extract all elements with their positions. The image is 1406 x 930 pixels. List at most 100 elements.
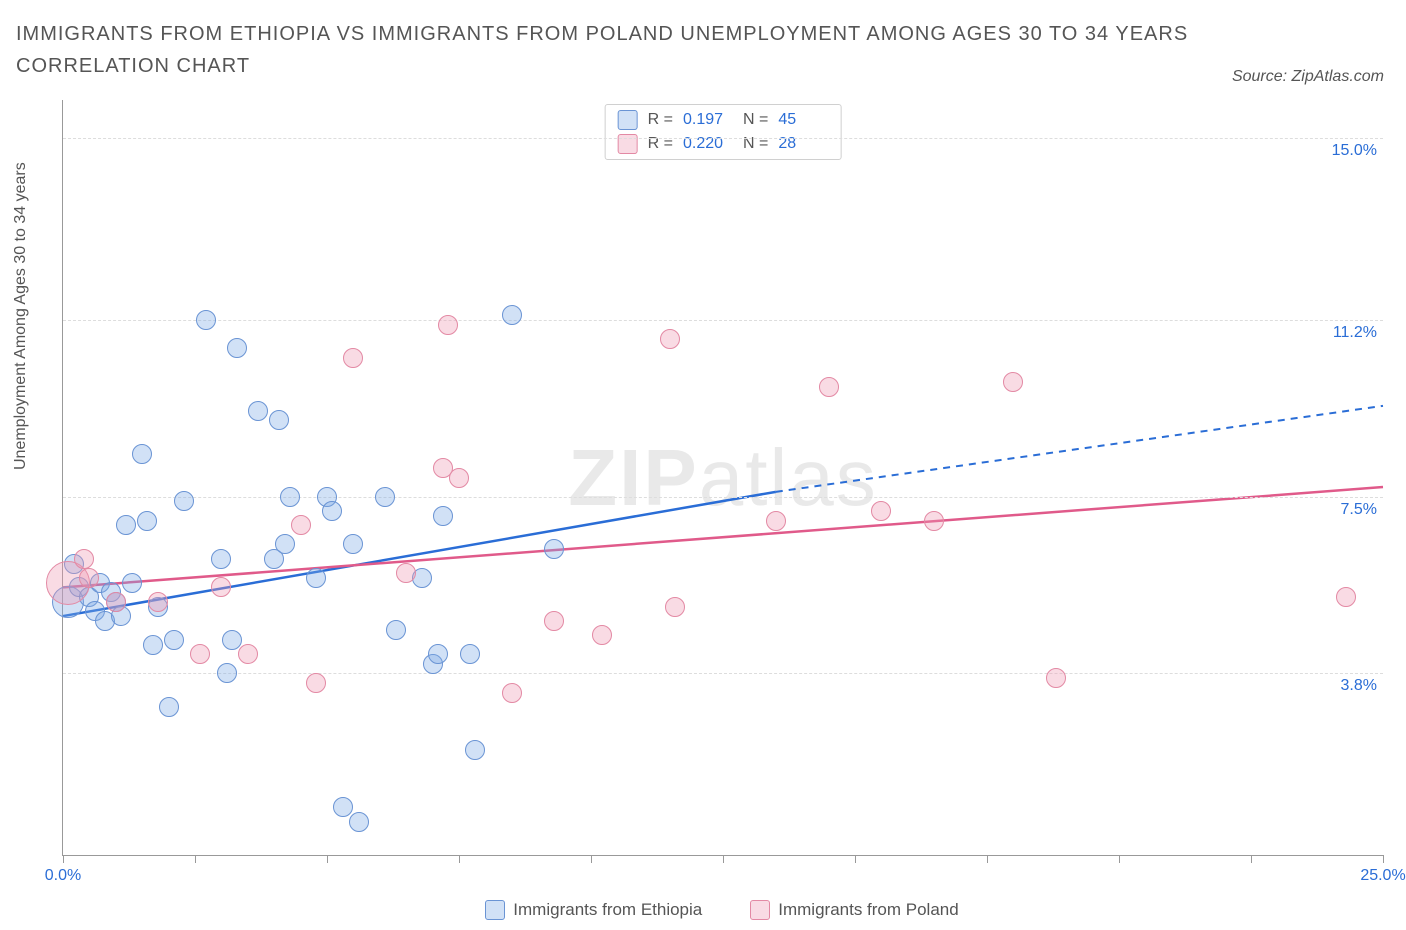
y-tick-label: 7.5% bbox=[1341, 501, 1377, 519]
chart-container: IMMIGRANTS FROM ETHIOPIA VS IMMIGRANTS F… bbox=[0, 0, 1406, 930]
source-attribution: Source: ZipAtlas.com bbox=[1232, 68, 1384, 86]
dot-poland bbox=[449, 468, 469, 488]
legend-item-poland: Immigrants from Poland bbox=[750, 900, 958, 920]
dot-ethiopia bbox=[433, 506, 453, 526]
dot-ethiopia bbox=[164, 630, 184, 650]
x-tick bbox=[723, 855, 724, 863]
y-tick-label: 15.0% bbox=[1332, 142, 1377, 160]
dot-ethiopia bbox=[122, 573, 142, 593]
dot-ethiopia bbox=[196, 310, 216, 330]
dot-poland bbox=[343, 348, 363, 368]
dot-poland bbox=[1336, 587, 1356, 607]
dot-ethiopia bbox=[116, 515, 136, 535]
watermark-light: atlas bbox=[699, 433, 878, 522]
dot-ethiopia bbox=[280, 487, 300, 507]
dot-poland bbox=[592, 625, 612, 645]
stats-row-ethiopia: R = 0.197 N = 45 bbox=[618, 110, 829, 130]
dot-ethiopia bbox=[143, 635, 163, 655]
n-value-ethiopia: 45 bbox=[778, 111, 828, 129]
legend-item-ethiopia: Immigrants from Ethiopia bbox=[485, 900, 702, 920]
dot-ethiopia bbox=[428, 644, 448, 664]
dot-ethiopia bbox=[386, 620, 406, 640]
dot-poland bbox=[306, 673, 326, 693]
dot-ethiopia bbox=[502, 305, 522, 325]
dot-poland bbox=[544, 611, 564, 631]
gridline-h bbox=[63, 320, 1383, 321]
dot-ethiopia bbox=[217, 663, 237, 683]
trend-lines-layer bbox=[63, 100, 1383, 855]
dot-poland bbox=[74, 549, 94, 569]
x-tick-label: 25.0% bbox=[1360, 867, 1405, 885]
dot-poland bbox=[924, 511, 944, 531]
dot-poland bbox=[502, 683, 522, 703]
dot-ethiopia bbox=[460, 644, 480, 664]
dot-poland bbox=[660, 329, 680, 349]
chart-title: IMMIGRANTS FROM ETHIOPIA VS IMMIGRANTS F… bbox=[16, 18, 1206, 82]
y-tick-label: 11.2% bbox=[1333, 324, 1377, 342]
swatch-ethiopia bbox=[618, 110, 638, 130]
dot-ethiopia bbox=[137, 511, 157, 531]
dot-poland bbox=[819, 377, 839, 397]
dot-ethiopia bbox=[132, 444, 152, 464]
dot-ethiopia bbox=[343, 534, 363, 554]
x-tick bbox=[63, 855, 64, 863]
dot-ethiopia bbox=[375, 487, 395, 507]
dot-ethiopia bbox=[174, 491, 194, 511]
n-label: N = bbox=[743, 111, 768, 129]
dot-poland bbox=[148, 592, 168, 612]
x-tick bbox=[1383, 855, 1384, 863]
dot-ethiopia bbox=[211, 549, 231, 569]
dot-poland bbox=[79, 568, 99, 588]
legend-label-poland: Immigrants from Poland bbox=[778, 900, 958, 920]
swatch-poland bbox=[750, 900, 770, 920]
x-tick bbox=[1251, 855, 1252, 863]
legend-label-ethiopia: Immigrants from Ethiopia bbox=[513, 900, 702, 920]
dot-poland bbox=[665, 597, 685, 617]
gridline-h bbox=[63, 673, 1383, 674]
dot-ethiopia bbox=[269, 410, 289, 430]
dot-poland bbox=[438, 315, 458, 335]
dot-ethiopia bbox=[465, 740, 485, 760]
dot-poland bbox=[396, 563, 416, 583]
dot-ethiopia bbox=[222, 630, 242, 650]
dot-poland bbox=[106, 592, 126, 612]
x-tick bbox=[327, 855, 328, 863]
dot-poland bbox=[766, 511, 786, 531]
swatch-poland bbox=[618, 134, 638, 154]
dot-poland bbox=[871, 501, 891, 521]
dot-ethiopia bbox=[248, 401, 268, 421]
gridline-h bbox=[63, 497, 1383, 498]
x-tick bbox=[195, 855, 196, 863]
x-tick bbox=[459, 855, 460, 863]
stats-row-poland: R = 0.220 N = 28 bbox=[618, 134, 829, 154]
dot-ethiopia bbox=[544, 539, 564, 559]
x-tick bbox=[1119, 855, 1120, 863]
swatch-ethiopia bbox=[485, 900, 505, 920]
r-value-ethiopia: 0.197 bbox=[683, 111, 733, 129]
trend-line bbox=[776, 406, 1383, 492]
legend: Immigrants from Ethiopia Immigrants from… bbox=[62, 900, 1382, 920]
dot-ethiopia bbox=[349, 812, 369, 832]
dot-poland bbox=[291, 515, 311, 535]
dot-ethiopia bbox=[306, 568, 326, 588]
correlation-stats-box: R = 0.197 N = 45 R = 0.220 N = 28 bbox=[605, 104, 842, 160]
dot-poland bbox=[1046, 668, 1066, 688]
x-tick bbox=[987, 855, 988, 863]
r-label: R = bbox=[648, 111, 673, 129]
watermark-bold: ZIP bbox=[568, 433, 698, 522]
dot-ethiopia bbox=[333, 797, 353, 817]
gridline-h bbox=[63, 138, 1383, 139]
x-tick bbox=[591, 855, 592, 863]
y-tick-label: 3.8% bbox=[1341, 677, 1377, 695]
dot-ethiopia bbox=[159, 697, 179, 717]
watermark: ZIPatlas bbox=[568, 432, 877, 524]
dot-poland bbox=[211, 577, 231, 597]
dot-poland bbox=[238, 644, 258, 664]
dot-poland bbox=[190, 644, 210, 664]
dot-ethiopia bbox=[275, 534, 295, 554]
trend-line bbox=[63, 487, 1383, 587]
plot-area: ZIPatlas R = 0.197 N = 45 R = 0.220 N = … bbox=[62, 100, 1383, 856]
dot-ethiopia bbox=[227, 338, 247, 358]
y-axis-label: Unemployment Among Ages 30 to 34 years bbox=[12, 162, 30, 470]
dot-ethiopia bbox=[322, 501, 342, 521]
